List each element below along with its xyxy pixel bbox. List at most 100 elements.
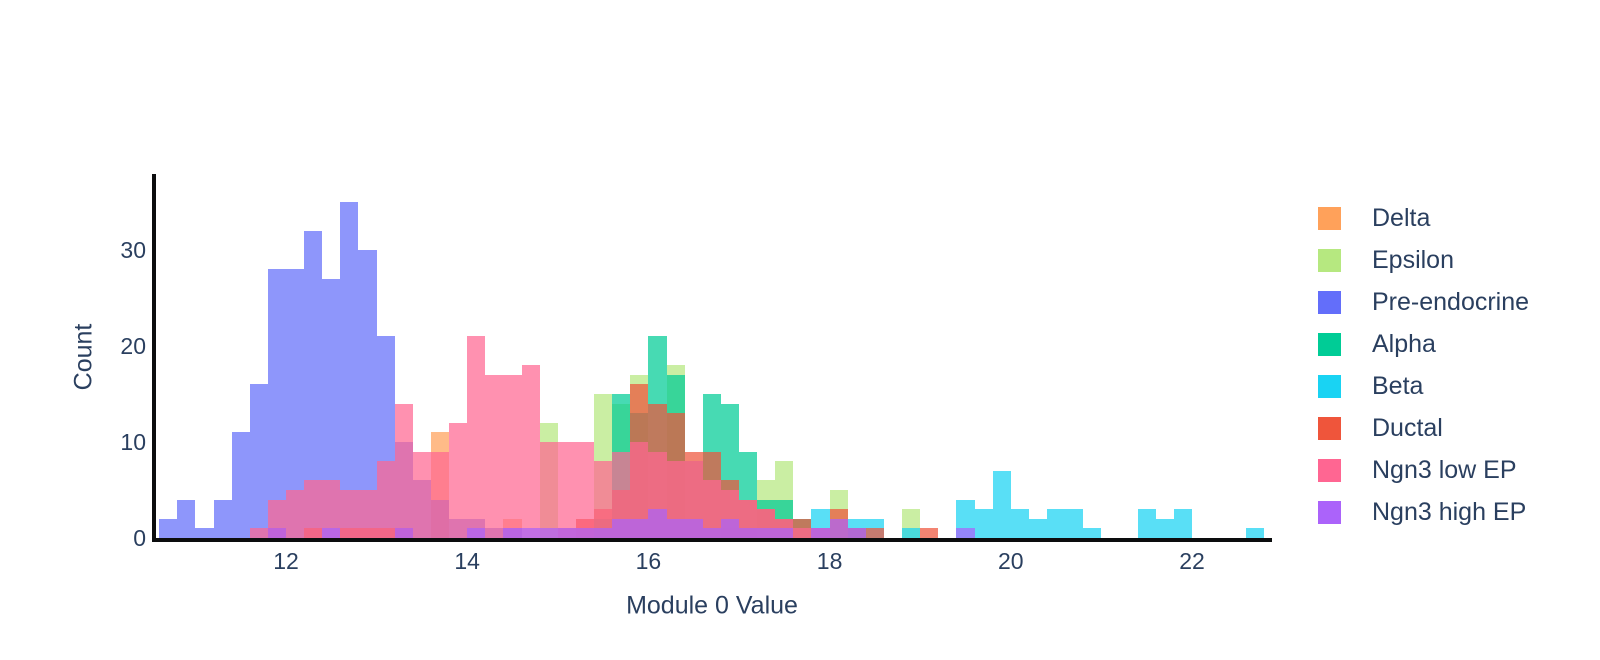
legend-swatch-icon [1318,207,1341,230]
hist-bar-ductal [866,528,884,538]
legend-item-epsilon[interactable]: Epsilon [1318,248,1529,273]
x-axis-line [152,538,1272,542]
hist-bar-ngn3-low-ep [449,423,467,538]
hist-bar-ngn3-low-ep [612,452,630,538]
hist-bar-ngn3-high-ep [667,519,685,538]
hist-bar-beta [1011,509,1029,538]
hist-bar-ngn3-high-ep [612,519,630,538]
hist-bar-beta [902,528,920,538]
hist-bar-beta [1156,519,1174,538]
hist-bar-ngn3-high-ep [648,509,667,538]
y-tick-label: 30 [120,237,146,263]
legend-swatch-icon [1318,417,1341,440]
hist-bar-ngn3-low-ep [431,452,449,538]
x-tick-label: 14 [454,548,480,574]
hist-bar-beta [1246,528,1264,538]
y-tick-label: 10 [120,429,146,455]
hist-bar-pre-endocrine [268,269,286,538]
hist-bar-ngn3-high-ep [322,528,340,538]
hist-bar-pre-endocrine [177,500,195,538]
legend-label: Alpha [1372,330,1436,358]
hist-bar-beta [993,471,1011,538]
x-tick-label: 20 [998,548,1024,574]
hist-bar-ngn3-high-ep [467,528,485,538]
x-axis-title: Module 0 Value [626,591,798,620]
hist-bar-ngn3-high-ep [576,528,594,538]
hist-bar-beta [1174,509,1192,538]
x-tick-label: 16 [635,548,662,574]
hist-bar-ngn3-low-ep [250,528,268,538]
hist-bar-ngn3-low-ep [467,336,485,538]
hist-bar-beta [1047,509,1065,538]
hist-bar-pre-endocrine [286,269,304,538]
legend-label: Delta [1372,204,1431,232]
hist-bar-pre-endocrine [358,250,377,538]
hist-bar-pre-endocrine [195,528,214,538]
hist-bar-ngn3-low-ep [594,461,612,538]
legend-item-ductal[interactable]: Ductal [1318,416,1529,441]
hist-bar-ngn3-low-ep [540,442,558,538]
hist-bar-ductal [920,528,938,538]
hist-bar-ngn3-high-ep [558,528,576,538]
hist-bar-ngn3-low-ep [685,461,703,538]
hist-bar-ngn3-high-ep [775,528,793,538]
hist-bar-beta [1083,528,1101,538]
hist-bar-ngn3-low-ep [703,480,721,538]
x-tick-label: 22 [1179,548,1205,574]
hist-bar-pre-endocrine [232,432,250,538]
hist-bar-beta [975,509,993,538]
hist-bar-ngn3-high-ep [721,519,739,538]
legend-item-pre-endocrine[interactable]: Pre-endocrine [1318,290,1529,315]
legend-label: Beta [1372,372,1424,400]
legend-swatch-icon [1318,333,1341,356]
hist-bar-ngn3-high-ep [830,519,848,538]
legend-label: Ngn3 high EP [1372,498,1527,526]
legend-label: Ngn3 low EP [1372,456,1517,484]
legend: Delta Epsilon Pre-endocrine Alpha Beta Ductal… [1318,206,1529,525]
hist-bar-ngn3-low-ep [377,461,395,538]
y-axis-line [152,174,156,542]
hist-bar-pre-endocrine [214,500,232,538]
legend-swatch-icon [1318,375,1341,398]
legend-item-ngn3-low-ep[interactable]: Ngn3 low EP [1318,458,1529,483]
hist-bar-pre-endocrine [250,384,268,538]
hist-bar-beta [1029,519,1047,538]
hist-bar-pre-endocrine [304,231,322,538]
legend-item-ngn3-high-ep[interactable]: Ngn3 high EP [1318,500,1529,525]
legend-item-alpha[interactable]: Alpha [1318,332,1529,357]
x-tick-label: 18 [816,548,843,574]
hist-bar-ngn3-high-ep [956,528,975,538]
x-tick-label: 12 [273,548,299,574]
hist-bar-ngn3-high-ep [268,528,286,538]
legend-item-beta[interactable]: Beta [1318,374,1529,399]
legend-label: Pre-endocrine [1372,288,1530,316]
plot-area [155,170,1273,538]
hist-bar-ngn3-low-ep [630,442,648,538]
hist-bar-ngn3-high-ep [848,528,866,538]
hist-bar-pre-endocrine [159,519,177,538]
legend-item-delta[interactable]: Delta [1318,206,1529,231]
legend-swatch-icon [1318,291,1341,314]
hist-bar-ngn3-low-ep [667,461,685,538]
hist-bar-ngn3-low-ep [503,375,522,538]
hist-bar-ngn3-high-ep [630,519,648,538]
hist-bar-ngn3-low-ep [485,375,503,538]
hist-bar-beta [1138,509,1156,538]
hist-bar-beta [1065,509,1083,538]
hist-bar-pre-endocrine [340,202,358,538]
hist-bar-ngn3-high-ep [503,528,522,538]
hist-bar-ngn3-low-ep [576,442,594,538]
hist-bar-ngn3-low-ep [395,404,413,538]
hist-bar-ngn3-high-ep [703,528,721,538]
hist-bar-ngn3-low-ep [358,490,377,538]
hist-bar-ngn3-low-ep [558,442,576,538]
hist-bar-ngn3-high-ep [739,528,757,538]
legend-label: Epsilon [1372,246,1454,274]
hist-bar-ngn3-low-ep [413,452,431,538]
hist-bar-ngn3-low-ep [286,490,304,538]
hist-bar-ngn3-low-ep [340,490,358,538]
legend-swatch-icon [1318,459,1341,482]
hist-bar-ngn3-high-ep [395,528,413,538]
legend-swatch-icon [1318,501,1341,524]
